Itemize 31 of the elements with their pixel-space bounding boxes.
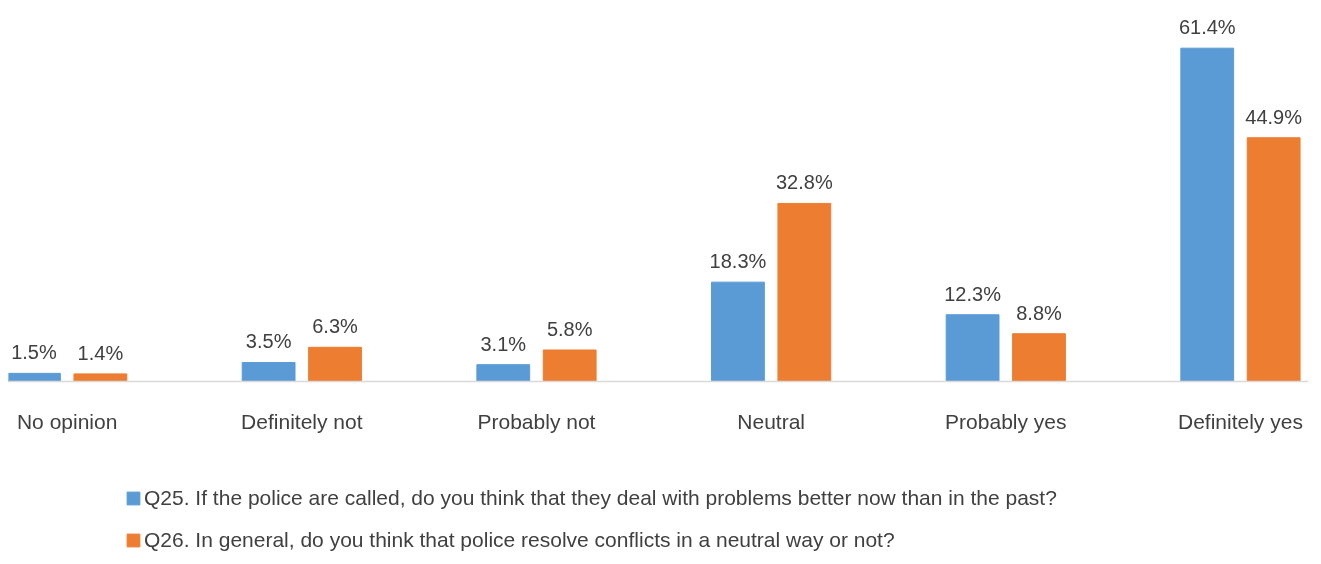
data-label: 8.8% bbox=[1016, 301, 1063, 324]
bar bbox=[476, 364, 531, 382]
bar bbox=[1180, 47, 1235, 382]
bar bbox=[241, 362, 296, 382]
bar bbox=[711, 281, 765, 382]
legend-label: Q25. If the police are called, do you think that they deal with problems better now than in the past? bbox=[144, 485, 1057, 511]
x-tick-label: Probably yes bbox=[945, 409, 1067, 433]
bar bbox=[308, 346, 362, 382]
data-label: 1.5% bbox=[11, 341, 57, 364]
data-label: 3.5% bbox=[245, 330, 292, 353]
data-label: 61.4% bbox=[1178, 16, 1236, 39]
data-label: 5.8% bbox=[546, 318, 593, 341]
data-label: 6.3% bbox=[312, 315, 359, 338]
data-label: 18.3% bbox=[709, 250, 767, 273]
x-tick-label: Neutral bbox=[737, 409, 805, 433]
bar bbox=[1246, 137, 1301, 382]
legend-label: Q26. In general, do you think that police resolve conflicts in a neutral way or not? bbox=[144, 527, 895, 553]
x-tick-label: Probably not bbox=[477, 409, 596, 433]
data-label: 1.4% bbox=[77, 341, 124, 364]
bar bbox=[1012, 333, 1066, 382]
x-tick-label: Definitely yes bbox=[1178, 409, 1303, 433]
data-label: 44.9% bbox=[1245, 105, 1303, 128]
x-tick-label: No opinion bbox=[16, 409, 118, 433]
data-label: 12.3% bbox=[944, 282, 1002, 305]
data-label: 32.8% bbox=[775, 171, 833, 194]
data-label: 3.1% bbox=[480, 332, 527, 355]
bar bbox=[945, 314, 1000, 382]
bar bbox=[777, 202, 832, 382]
bar bbox=[73, 373, 128, 382]
x-tick-label: Definitely not bbox=[241, 409, 363, 433]
bar bbox=[542, 349, 597, 382]
